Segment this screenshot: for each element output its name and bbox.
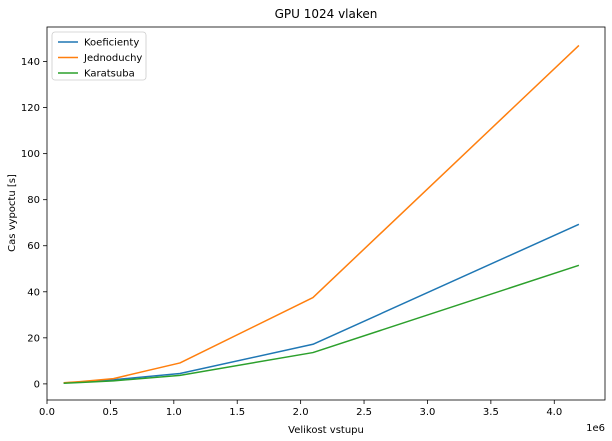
x-tick-label: 2.5	[356, 407, 372, 418]
x-axis-offset-label: 1e6	[586, 423, 605, 434]
y-axis-label: Cas vypoctu [s]	[7, 174, 18, 252]
y-tick-label: 120	[21, 103, 40, 114]
y-tick-label: 80	[27, 195, 40, 206]
y-tick-label: 60	[27, 241, 40, 252]
series-line-karatsuba	[63, 264, 580, 384]
y-tick-label: 0	[34, 379, 40, 390]
legend-box	[51, 31, 147, 81]
x-tick-label: 0.0	[39, 407, 55, 418]
y-tick-label: 100	[21, 149, 40, 160]
y-tick-label: 20	[27, 333, 40, 344]
legend-label: Koeficienty	[84, 38, 139, 49]
legend-label: Jednoduchy	[83, 53, 142, 64]
x-tick-label: 2.0	[293, 407, 309, 418]
series-line-jednoduchy	[63, 44, 580, 384]
y-tick-label: 140	[21, 57, 40, 68]
x-tick-label: 3.5	[483, 407, 499, 418]
x-tick-label: 0.5	[102, 407, 118, 418]
plot-area	[46, 26, 606, 401]
x-tick-label: 1.5	[229, 407, 245, 418]
x-tick-label: 1.0	[166, 407, 182, 418]
x-axis-label: Velikost vstupu	[288, 425, 364, 436]
legend-label: Karatsuba	[84, 69, 135, 80]
chart-title: GPU 1024 vlaken	[275, 7, 378, 21]
x-tick-label: 4.0	[546, 407, 562, 418]
y-tick-label: 40	[27, 287, 40, 298]
x-tick-label: 3.0	[420, 407, 436, 418]
